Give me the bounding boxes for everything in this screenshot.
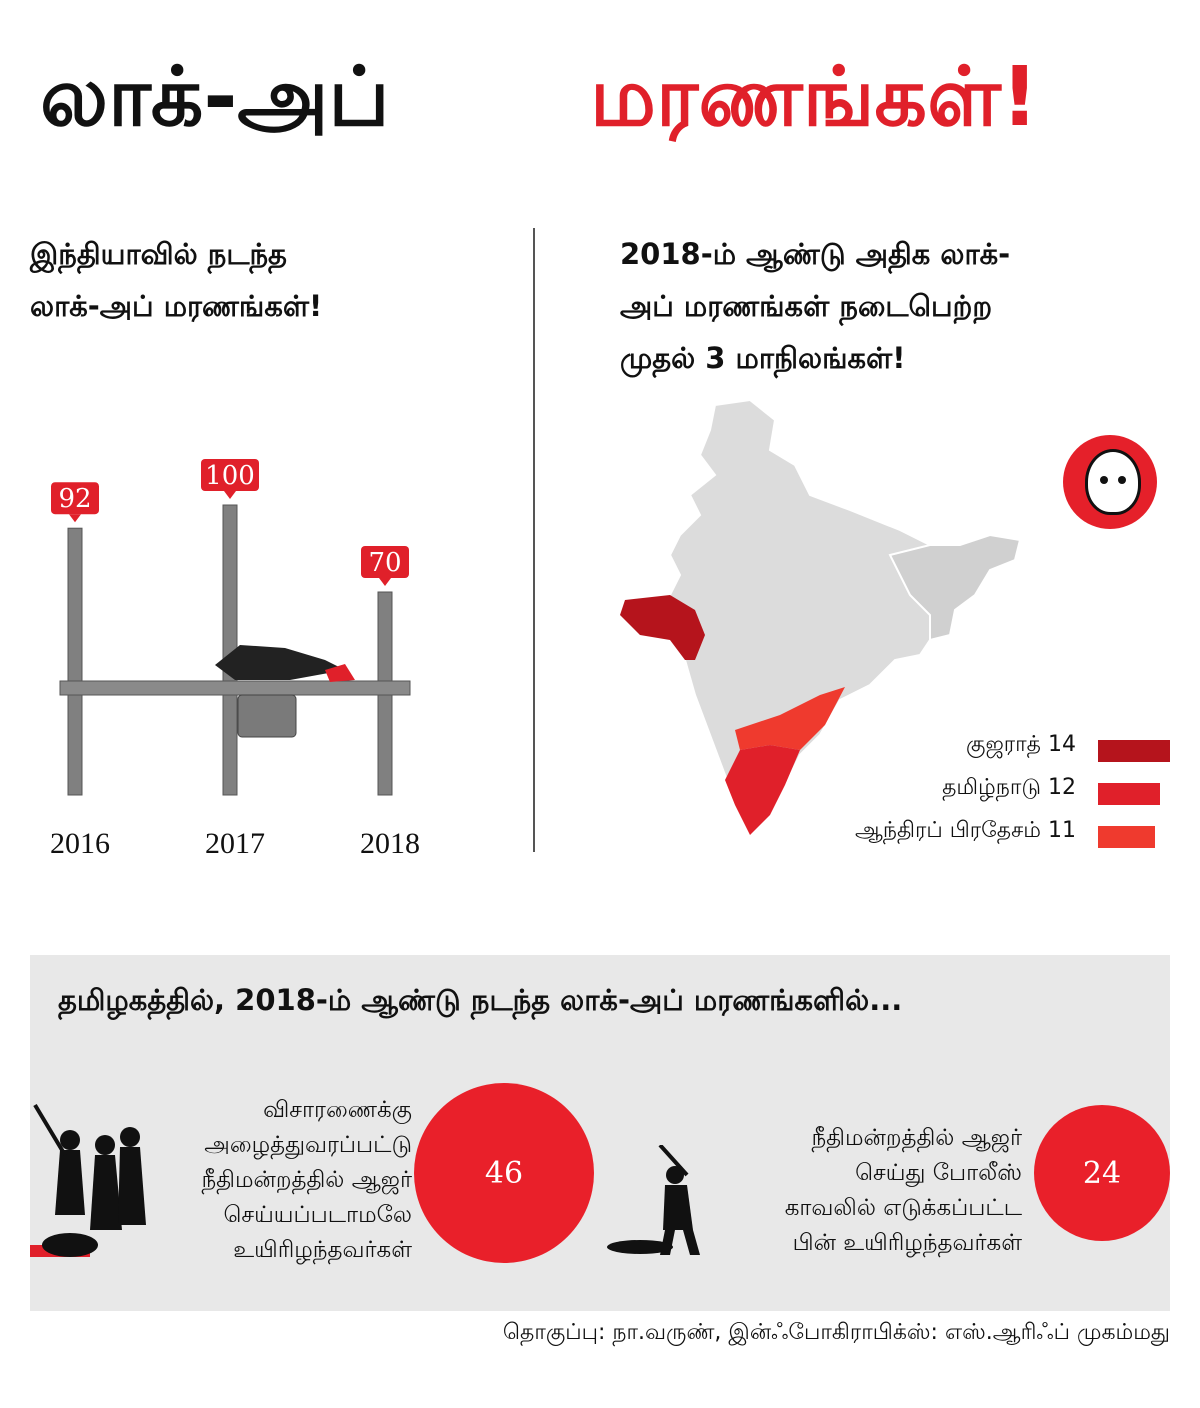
stat2-value: 24: [1082, 1155, 1122, 1191]
legend-swatch-gujarat: [1098, 740, 1170, 762]
legend-swatch-tamilnadu: [1098, 783, 1160, 805]
left-subtitle-line1: இந்தியாவில் நடந்த: [30, 237, 287, 271]
blood-stain-icon: [325, 664, 355, 682]
stat2-text: நீதிமன்றத்தில் ஆஜர் செய்து போலீஸ் காவலில…: [722, 1121, 1022, 1261]
right-subtitle: 2018-ம் ஆண்டு அதிக லாக்- அப் மரணங்கள் நட…: [620, 228, 1140, 384]
value-label-2016: 92: [51, 482, 99, 523]
legend-label-andhra: ஆந்திரப் பிரதேசம் 11: [855, 818, 1076, 843]
cartoon-face-icon: [1085, 449, 1141, 515]
stat1-line: விசாரணைக்கு: [263, 1097, 412, 1123]
stat2-line: பின் உயிரிழந்தவர்கள்: [792, 1230, 1022, 1256]
stat1-text: விசாரணைக்கு அழைத்துவரப்பட்டு நீதிமன்றத்த…: [180, 1093, 412, 1268]
title-black-text: லாக்-அப்: [40, 50, 390, 145]
svg-text:70: 70: [368, 548, 401, 578]
value-label-2017: 100: [201, 459, 259, 499]
legend-row-andhra: ஆந்திரப் பிரதேசம் 11: [780, 818, 1180, 858]
year-label-2016: 2016: [50, 827, 110, 860]
right-subtitle-line3: முதல் 3 மாநிலங்கள்!: [620, 341, 906, 375]
right-eye-icon: [1118, 476, 1126, 484]
tamilnadu-panel: தமிழகத்தில், 2018-ம் ஆண்டு நடந்த லாக்-அப…: [30, 955, 1170, 1311]
magazine-logo-icon: [1063, 435, 1157, 529]
left-subtitle-line2: லாக்-அப் மரணங்கள்!: [30, 289, 323, 323]
svg-text:92: 92: [58, 484, 91, 514]
legend-label-tamilnadu: தமிழ்நாடு 12: [942, 775, 1076, 800]
stat1-circle: 46: [414, 1083, 594, 1263]
india-outline-shape: [618, 398, 1022, 837]
main-title: லாக்-அப் மரணங்கள்!: [30, 50, 1180, 160]
legend-row-gujarat: குஜராத் 14: [780, 732, 1180, 772]
vertical-divider: [533, 228, 535, 852]
beating-silhouette-icon: [30, 1103, 146, 1257]
north-east-shape: [888, 533, 1022, 642]
credit-line: தொகுப்பு: நா.வருண், இன்ஃபோகிராபிக்ஸ்: எஸ…: [502, 1320, 1170, 1345]
stat1-value: 46: [484, 1155, 524, 1191]
bucket-icon: [237, 694, 297, 738]
stat1-line: செய்யப்படாமலே: [223, 1202, 412, 1228]
yearly-bar-chart: 92 2016 100 2017 70 2018: [50, 459, 420, 860]
tamilnadu-shape: [725, 745, 800, 835]
year-label-2018: 2018: [360, 827, 420, 860]
india-map: [600, 395, 1060, 859]
value-label-2018: 70: [361, 546, 409, 586]
andhra-shape: [735, 687, 845, 750]
legend-row-tamilnadu: தமிழ்நாடு 12: [780, 775, 1180, 815]
lying-person-icon: [215, 645, 345, 680]
legend-swatch-andhra: [1098, 826, 1155, 848]
right-subtitle-line2: அப் மரணங்கள் நடைபெற்ற: [620, 289, 993, 323]
stat2-line: செய்து போலீஸ்: [855, 1160, 1022, 1186]
bar-2016: [67, 527, 83, 796]
gujarat-shape: [620, 595, 705, 660]
svg-text:100: 100: [205, 461, 255, 491]
right-subtitle-line1: 2018-ம் ஆண்டு அதிக லாக்-: [620, 237, 1011, 271]
stat1-line: நீதிமன்றத்தில் ஆஜர்: [201, 1167, 412, 1193]
left-eye-icon: [1100, 476, 1108, 484]
stat2-line: நீதிமன்றத்தில் ஆஜர்: [811, 1125, 1022, 1151]
title-red-text: மரணங்கள்!: [590, 50, 1039, 145]
panel-title: தமிழகத்தில், 2018-ம் ஆண்டு நடந்த லாக்-அப…: [58, 983, 903, 1017]
stat1-line: உயிரிழந்தவர்கள்: [233, 1237, 412, 1263]
police-silhouette-icon: [607, 1145, 700, 1255]
year-label-2017: 2017: [205, 827, 265, 860]
stat2-line: காவலில் எடுக்கப்பட்ட: [784, 1195, 1022, 1221]
horizontal-pipe: [59, 680, 411, 696]
legend-label-gujarat: குஜராத் 14: [966, 732, 1076, 757]
stat1-line: அழைத்துவரப்பட்டு: [204, 1132, 412, 1158]
stat2-circle: 24: [1034, 1105, 1170, 1241]
left-subtitle: இந்தியாவில் நடந்த லாக்-அப் மரணங்கள்!: [30, 228, 450, 332]
